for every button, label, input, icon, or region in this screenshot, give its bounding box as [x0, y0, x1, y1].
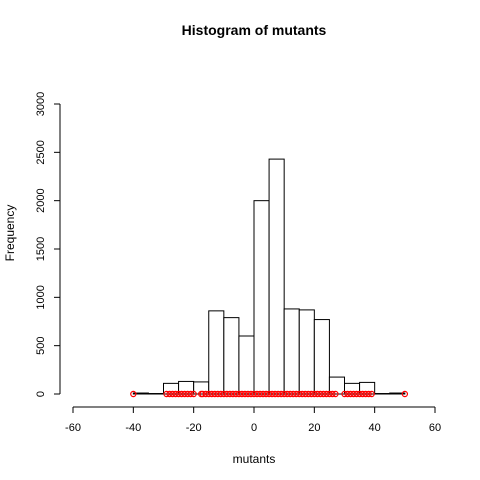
- y-tick-label: 1000: [35, 285, 47, 309]
- chart-title: Histogram of mutants: [182, 22, 327, 38]
- histogram-bar: [299, 310, 314, 394]
- histogram-bar: [375, 394, 390, 395]
- x-tick-label: 20: [308, 422, 320, 434]
- histogram-bar: [224, 318, 239, 394]
- y-tick-label: 0: [35, 391, 47, 397]
- y-tick-label: 3000: [35, 92, 47, 116]
- y-axis: 0 500 1000 1500 2000 2500 3000: [35, 92, 60, 397]
- histogram-bar: [148, 394, 163, 395]
- x-tick-label: -40: [125, 422, 141, 434]
- x-tick-label: 60: [429, 422, 441, 434]
- y-axis-label: Frequency: [3, 205, 17, 262]
- x-axis: -60 -40 -20 0 20 40 60: [65, 407, 441, 434]
- x-tick-label: 40: [369, 422, 381, 434]
- x-tick-label: 0: [251, 422, 257, 434]
- histogram-bars: [133, 159, 405, 394]
- y-tick-label: 2500: [35, 140, 47, 164]
- histogram-bar: [254, 201, 269, 394]
- x-tick-label: -60: [65, 422, 81, 434]
- y-tick-label: 500: [35, 336, 47, 354]
- y-tick-label: 1500: [35, 237, 47, 261]
- histogram-bar: [239, 336, 254, 394]
- histogram-bar: [269, 159, 284, 394]
- y-tick-label: 2000: [35, 188, 47, 212]
- x-axis-label: mutants: [233, 452, 276, 466]
- histogram-bar: [314, 320, 329, 394]
- x-tick-label: -20: [186, 422, 202, 434]
- histogram-bar: [209, 311, 224, 394]
- histogram-bar: [284, 309, 299, 394]
